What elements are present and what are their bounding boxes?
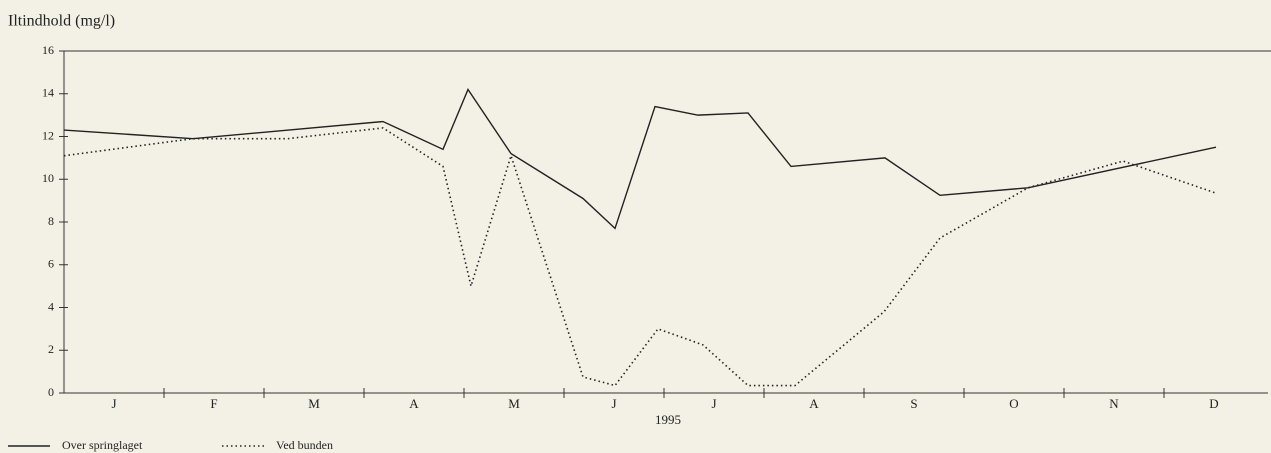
legend-label: Ved bunden bbox=[276, 438, 333, 452]
y-tick-label: 14 bbox=[42, 86, 54, 100]
x-tick-label: J bbox=[111, 396, 116, 411]
data-line bbox=[63, 127, 1217, 387]
y-tick-label: 8 bbox=[48, 214, 54, 228]
x-tick-label: M bbox=[308, 396, 320, 411]
data-line bbox=[63, 88, 1217, 230]
x-axis-label: 1995 bbox=[655, 412, 681, 427]
y-tick-label: 4 bbox=[48, 299, 54, 313]
x-tick-label: S bbox=[910, 396, 917, 411]
x-tick-label: F bbox=[210, 396, 217, 411]
x-tick-label: A bbox=[409, 396, 419, 411]
legend-label: Over springlaget bbox=[62, 438, 143, 452]
x-tick-label: J bbox=[611, 396, 616, 411]
y-tick-label: 16 bbox=[42, 43, 54, 57]
y-tick-label: 10 bbox=[42, 171, 54, 185]
y-tick-label: 12 bbox=[42, 128, 54, 142]
x-tick-label: D bbox=[1209, 396, 1218, 411]
x-tick-label: A bbox=[809, 396, 819, 411]
y-tick-label: 0 bbox=[48, 385, 54, 399]
x-tick-label: O bbox=[1009, 396, 1018, 411]
chart-title: Iltindhold (mg/l) bbox=[8, 13, 115, 30]
y-tick-label: 2 bbox=[48, 342, 54, 356]
x-tick-label: N bbox=[1109, 396, 1119, 411]
y-tick-label: 6 bbox=[48, 257, 54, 271]
x-tick-label: M bbox=[508, 396, 520, 411]
x-tick-label: J bbox=[711, 396, 716, 411]
